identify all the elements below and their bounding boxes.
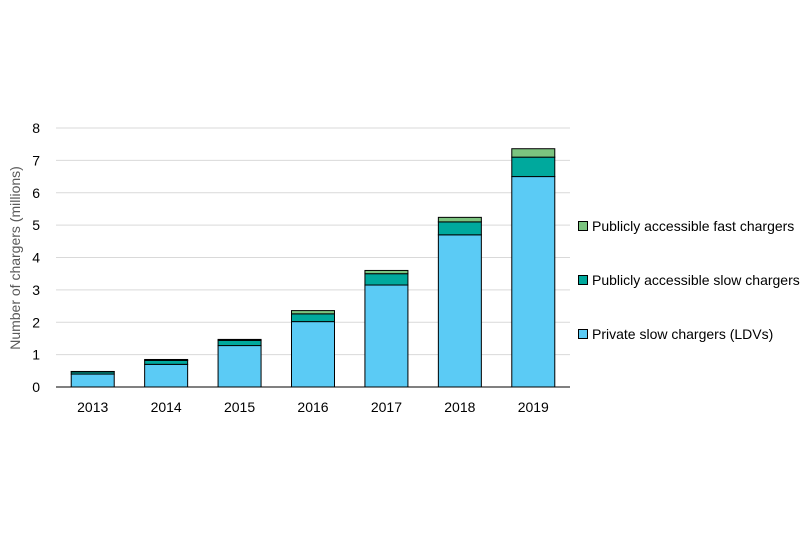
bar-segment-2017-s2 (364, 269, 409, 275)
x-tick-label: 2019 (518, 399, 549, 415)
legend-label-private: Private slow chargers (LDVs) (592, 326, 774, 342)
y-tick-label: 3 (32, 282, 40, 298)
y-tick-label: 1 (32, 347, 40, 363)
legend-item-fast: Publicly accessible fast chargers (578, 213, 800, 239)
bar-segment-2016-s2 (291, 310, 335, 315)
legend-item-private: Private slow chargers (LDVs) (578, 321, 800, 347)
bar-segment-2018-s2 (437, 216, 482, 223)
x-axis-ticks: 2013 2014 2015 2016 2017 2018 2019 (77, 399, 549, 415)
legend-swatch-slow-public (578, 275, 588, 285)
bar-segment-2015-s1 (217, 339, 262, 347)
y-tick-label: 4 (32, 250, 40, 266)
y-tick-label: 6 (32, 185, 40, 201)
legend-label-slow-public: Publicly accessible slow chargers (592, 272, 800, 288)
y-axis-label: Number of chargers (millions) (7, 166, 23, 350)
bar-segment-2014-s2 (144, 358, 189, 361)
y-axis-ticks: 0 1 2 3 4 5 6 7 8 (32, 120, 40, 395)
y-tick-label: 0 (32, 379, 40, 395)
bar-segment-2013-s0 (70, 373, 115, 388)
y-tick-label: 8 (32, 120, 40, 136)
bar-segment-2016-s1 (291, 313, 335, 323)
legend-swatch-fast (578, 221, 588, 231)
bar-segment-2018-s1 (437, 221, 482, 236)
bar-segment-2019-s0 (511, 176, 556, 388)
legend-item-slow-public: Publicly accessible slow chargers (578, 267, 800, 293)
bar-segment-2019-s2 (511, 148, 556, 158)
bar-segment-2015-s0 (217, 345, 262, 388)
bar-segment-2015-s2 (217, 338, 262, 341)
x-tick-label: 2018 (444, 399, 475, 415)
bar-segment-2016-s0 (291, 321, 335, 388)
bars (70, 148, 556, 388)
bar-segment-2019-s1 (511, 156, 556, 178)
y-tick-label: 5 (32, 217, 40, 233)
x-tick-label: 2016 (297, 399, 328, 415)
gridlines (56, 127, 570, 388)
legend-swatch-private (578, 329, 588, 339)
legend: Publicly accessible fast chargers Public… (578, 213, 800, 375)
bar-segment-2017-s0 (364, 284, 409, 388)
y-tick-label: 7 (32, 152, 40, 168)
bar-segment-2014-s0 (144, 363, 189, 388)
x-tick-label: 2017 (371, 399, 402, 415)
x-tick-label: 2014 (151, 399, 182, 415)
legend-label-fast: Publicly accessible fast chargers (592, 218, 795, 234)
x-tick-label: 2013 (77, 399, 108, 415)
bar-segment-2018-s0 (437, 234, 482, 388)
bar-segment-2014-s1 (144, 359, 189, 365)
y-tick-label: 2 (32, 314, 40, 330)
x-tick-label: 2015 (224, 399, 255, 415)
bar-segment-2017-s1 (364, 273, 409, 286)
